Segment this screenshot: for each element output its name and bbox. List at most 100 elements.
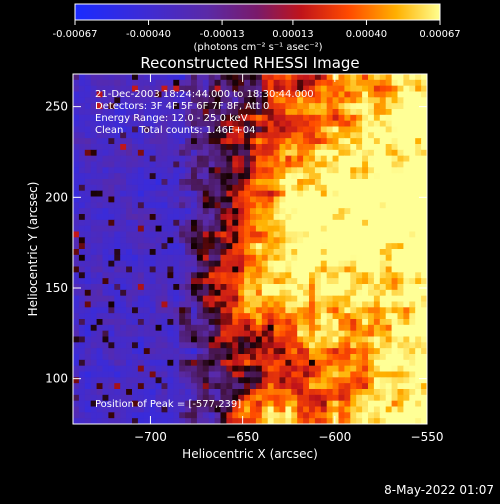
heatmap-cell xyxy=(303,190,310,198)
heatmap-cell xyxy=(397,138,404,145)
heatmap-cell xyxy=(338,278,345,285)
heatmap-cell xyxy=(285,79,292,87)
heatmap-cell xyxy=(179,400,186,408)
heatmap-cell xyxy=(314,278,322,285)
heatmap-cell xyxy=(108,371,115,378)
heatmap-cell xyxy=(385,126,393,133)
heatmap-cell xyxy=(338,243,345,250)
heatmap-cell xyxy=(96,295,104,303)
heatmap-cell xyxy=(214,389,222,396)
heatmap-cell xyxy=(285,301,292,308)
heatmap-cell xyxy=(385,167,393,174)
y-tick-label: 100 xyxy=(45,372,68,386)
heatmap-cell xyxy=(167,214,174,221)
heatmap-cell xyxy=(332,231,340,238)
heatmap-cell xyxy=(368,301,375,308)
heatmap-cell xyxy=(403,91,410,98)
heatmap-cell xyxy=(96,109,104,116)
heatmap-cell xyxy=(297,412,304,419)
heatmap-cell xyxy=(368,120,375,128)
heatmap-cell xyxy=(220,342,227,349)
heatmap-cell xyxy=(226,319,233,326)
heatmap-cell xyxy=(161,412,168,419)
heatmap-cell xyxy=(73,266,80,273)
heatmap-cell xyxy=(279,354,286,361)
heatmap-cell xyxy=(108,249,115,256)
heatmap-cell xyxy=(149,85,157,93)
footer-timestamp: 8-May-2022 01:07 xyxy=(384,483,494,497)
heatmap-cell xyxy=(350,179,357,186)
heatmap-cell xyxy=(379,289,387,297)
heatmap-cell xyxy=(297,173,304,180)
heatmap-cell xyxy=(373,383,381,390)
heatmap-cell xyxy=(303,149,310,157)
heatmap-cell xyxy=(155,231,163,238)
heatmap-cell xyxy=(191,109,198,116)
heatmap-cell xyxy=(232,354,239,361)
heatmap-cell xyxy=(297,167,304,174)
heatmap-cell xyxy=(90,208,98,215)
heatmap-cell xyxy=(344,85,351,93)
heatmap-cell xyxy=(179,85,186,93)
heatmap-cell xyxy=(161,225,168,233)
heatmap-cell xyxy=(379,359,387,367)
heatmap-cell xyxy=(320,91,328,98)
heatmap-cell xyxy=(143,307,151,314)
heatmap-cell xyxy=(421,231,427,238)
heatmap-cell xyxy=(403,120,410,128)
heatmap-cell xyxy=(96,377,104,384)
heatmap-cell xyxy=(196,266,204,273)
heatmap-cell xyxy=(244,260,251,268)
heatmap-cell xyxy=(214,278,222,285)
heatmap-cell xyxy=(368,190,375,198)
heatmap-cell xyxy=(173,132,180,139)
heatmap-cell xyxy=(214,97,222,104)
heatmap-cell xyxy=(350,214,357,221)
heatmap-cell xyxy=(368,243,375,250)
heatmap-cell xyxy=(173,138,180,145)
heatmap-cell xyxy=(397,394,404,402)
heatmap-cell xyxy=(137,219,145,227)
heatmap-cell xyxy=(232,74,239,81)
heatmap-cell xyxy=(208,202,216,209)
heatmap-cell xyxy=(78,214,86,221)
heatmap-cell xyxy=(167,330,174,338)
heatmap-cell xyxy=(385,190,393,198)
heatmap-cell xyxy=(379,225,387,233)
heatmap-cell xyxy=(96,359,104,367)
heatmap-cell xyxy=(173,348,180,355)
heatmap-cell xyxy=(108,313,115,320)
heatmap-cell xyxy=(267,359,275,367)
heatmap-cell xyxy=(368,289,375,297)
heatmap-cell xyxy=(403,126,410,133)
heatmap-cell xyxy=(78,144,86,151)
heatmap-cell xyxy=(297,120,304,128)
heatmap-cell xyxy=(379,91,387,98)
heatmap-cell xyxy=(379,307,387,314)
heatmap-cell xyxy=(179,167,186,174)
heatmap-cell xyxy=(114,214,121,221)
heatmap-cell xyxy=(232,120,239,128)
heatmap-cell xyxy=(297,237,304,244)
heatmap-cell xyxy=(403,155,410,163)
heatmap-cell xyxy=(326,284,334,291)
colorbar-tick-label: 0.00013 xyxy=(272,29,313,40)
heatmap-cell xyxy=(279,138,286,145)
heatmap-cell xyxy=(238,167,245,174)
heatmap-cell xyxy=(149,208,157,215)
heatmap-cell xyxy=(214,365,222,373)
heatmap-cell xyxy=(373,307,381,314)
heatmap-cell xyxy=(132,406,139,413)
heatmap-cell xyxy=(84,179,92,186)
heatmap-cell xyxy=(368,173,375,180)
heatmap-cell xyxy=(409,167,416,174)
heatmap-cell xyxy=(373,126,381,133)
heatmap-cell xyxy=(220,155,227,163)
heatmap-cell xyxy=(332,155,340,163)
heatmap-cell xyxy=(415,406,422,413)
heatmap-cell xyxy=(179,103,186,110)
heatmap-cell xyxy=(73,97,80,104)
heatmap-cell xyxy=(232,377,239,384)
heatmap-cell xyxy=(309,307,316,314)
heatmap-cell xyxy=(273,237,281,244)
